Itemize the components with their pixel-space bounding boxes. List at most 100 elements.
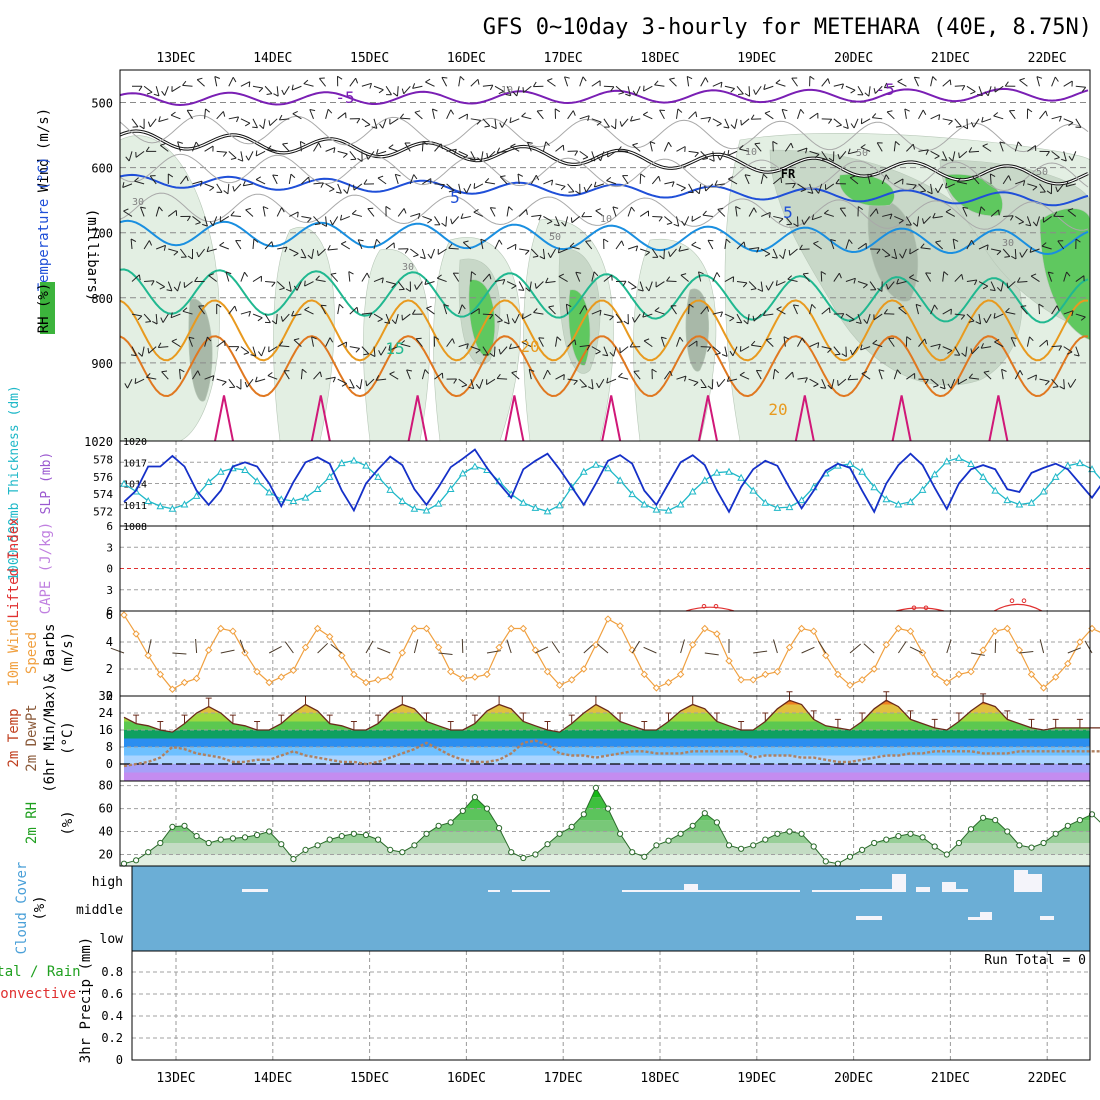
- rh-contour-label: 10: [600, 214, 612, 225]
- wind-barb: [1002, 248, 1011, 257]
- wind-barb-flag: [399, 113, 404, 119]
- wind-barb-flag: [587, 386, 594, 390]
- wind-barb-flag: [811, 214, 815, 220]
- rh-point: [883, 836, 890, 843]
- wind-barb: [1027, 183, 1038, 188]
- wind-barb: [135, 150, 145, 158]
- wind-barb-flag: [915, 303, 922, 307]
- wind-barb-flag: [400, 340, 406, 345]
- wind-barb-flag: [811, 303, 816, 309]
- lifted-index-point: [701, 604, 707, 609]
- wind-barb: [909, 248, 919, 255]
- wind-barb: [712, 272, 718, 282]
- wind-barb: [184, 281, 193, 288]
- wind-barb-flag: [182, 307, 188, 312]
- rh-point: [278, 841, 285, 848]
- wind-barb-flag: [146, 373, 151, 378]
- wind-barb-flag: [897, 78, 903, 83]
- wind-barb-flag: [363, 179, 368, 185]
- wind-barb: [930, 343, 941, 348]
- wind-barb-flag: [838, 273, 842, 279]
- wind-barb-flag: [1008, 175, 1012, 181]
- wind-barb-flag: [282, 142, 288, 145]
- wind-barb: [930, 378, 939, 386]
- wind-barb: [458, 113, 468, 120]
- wind-barb: [264, 313, 271, 323]
- pressure-tick-label: 800: [91, 292, 113, 306]
- wind-barb-flag: [340, 214, 343, 221]
- wind-barb-flag: [876, 249, 881, 254]
- wind-speed-point: [785, 643, 794, 652]
- wind-speed-point: [1039, 684, 1048, 692]
- rh-legend-swatch: [40, 282, 55, 334]
- rh-point: [290, 856, 297, 863]
- rh-point: [532, 851, 539, 858]
- wind-barb: [272, 174, 278, 185]
- wind-barb-flag: [817, 342, 820, 348]
- rh-point: [895, 833, 902, 840]
- wind-barb-flag: [730, 124, 736, 129]
- wind-barb-flag: [140, 206, 146, 209]
- wind-barb: [431, 108, 435, 119]
- wind-barb: [143, 313, 152, 322]
- wind-barb: [282, 143, 290, 152]
- wind-panel: [110, 611, 1100, 693]
- wind-speed-point: [1015, 646, 1024, 654]
- wind-barb: [670, 305, 677, 315]
- wind-barb-flag: [145, 146, 150, 152]
- surface-wind-barb: [863, 643, 875, 654]
- wind-barb-flag: [188, 336, 195, 339]
- wind-barb-flag: [861, 371, 867, 375]
- wind-barb-flag: [778, 218, 784, 223]
- wind-barb-flag: [480, 238, 486, 242]
- wind-barb: [688, 183, 694, 193]
- surface-wind-barb: [486, 650, 501, 654]
- wind-barb: [942, 308, 952, 315]
- wind-barb: [1014, 141, 1019, 152]
- wind-barb: [654, 84, 665, 87]
- wind-barb-flag: [764, 110, 771, 114]
- wind-barb-flag: [321, 223, 327, 227]
- rh-point: [459, 807, 466, 815]
- rh-contour-label: 30: [132, 197, 144, 208]
- wind-barb: [642, 114, 653, 120]
- wind-barb: [898, 307, 907, 315]
- cloud-high-bar: [1028, 874, 1042, 892]
- wind-barb: [252, 85, 263, 89]
- wind-barb: [1030, 275, 1040, 282]
- wind-barb: [446, 183, 455, 191]
- wind-barb-flag: [134, 177, 139, 182]
- cloud-high-bar: [1014, 870, 1028, 892]
- wind-barb-flag: [622, 280, 627, 287]
- wind-barb-flag: [351, 209, 357, 215]
- day-label-bottom: 21DEC: [931, 1071, 970, 1086]
- wind-barb-flag: [243, 352, 250, 355]
- day-label-top: 13DEC: [156, 51, 195, 66]
- wind-barb: [930, 183, 933, 194]
- wind-barb-flag: [586, 345, 591, 351]
- wind-barb-flag: [403, 208, 407, 214]
- wind-speed-point: [967, 667, 975, 676]
- rh-point: [326, 836, 333, 843]
- wind-barb-flag: [765, 285, 769, 291]
- wind-barb: [797, 337, 803, 347]
- rh-point: [762, 836, 769, 843]
- wind-barb-flag: [1038, 303, 1044, 308]
- wind-barb-flag: [631, 286, 637, 290]
- wind-barb-flag: [356, 307, 359, 313]
- wind-barb: [894, 178, 904, 185]
- wind-barb-flag: [720, 311, 723, 318]
- wind-barb-flag: [799, 244, 803, 250]
- wind-barb: [981, 118, 992, 123]
- wind-barb: [983, 371, 992, 380]
- wind-barb-flag: [707, 239, 714, 242]
- wind-barb-flag: [307, 217, 312, 223]
- isotherm-10: [119, 219, 1089, 256]
- rh-point: [423, 830, 430, 837]
- wind-barb-flag: [1054, 76, 1059, 82]
- wind-barb-flag: [619, 121, 623, 127]
- wind-barb-flag: [248, 311, 251, 317]
- wind-barb-flag: [961, 85, 966, 91]
- rh-point: [169, 823, 176, 831]
- wind-barb-flag: [742, 282, 748, 288]
